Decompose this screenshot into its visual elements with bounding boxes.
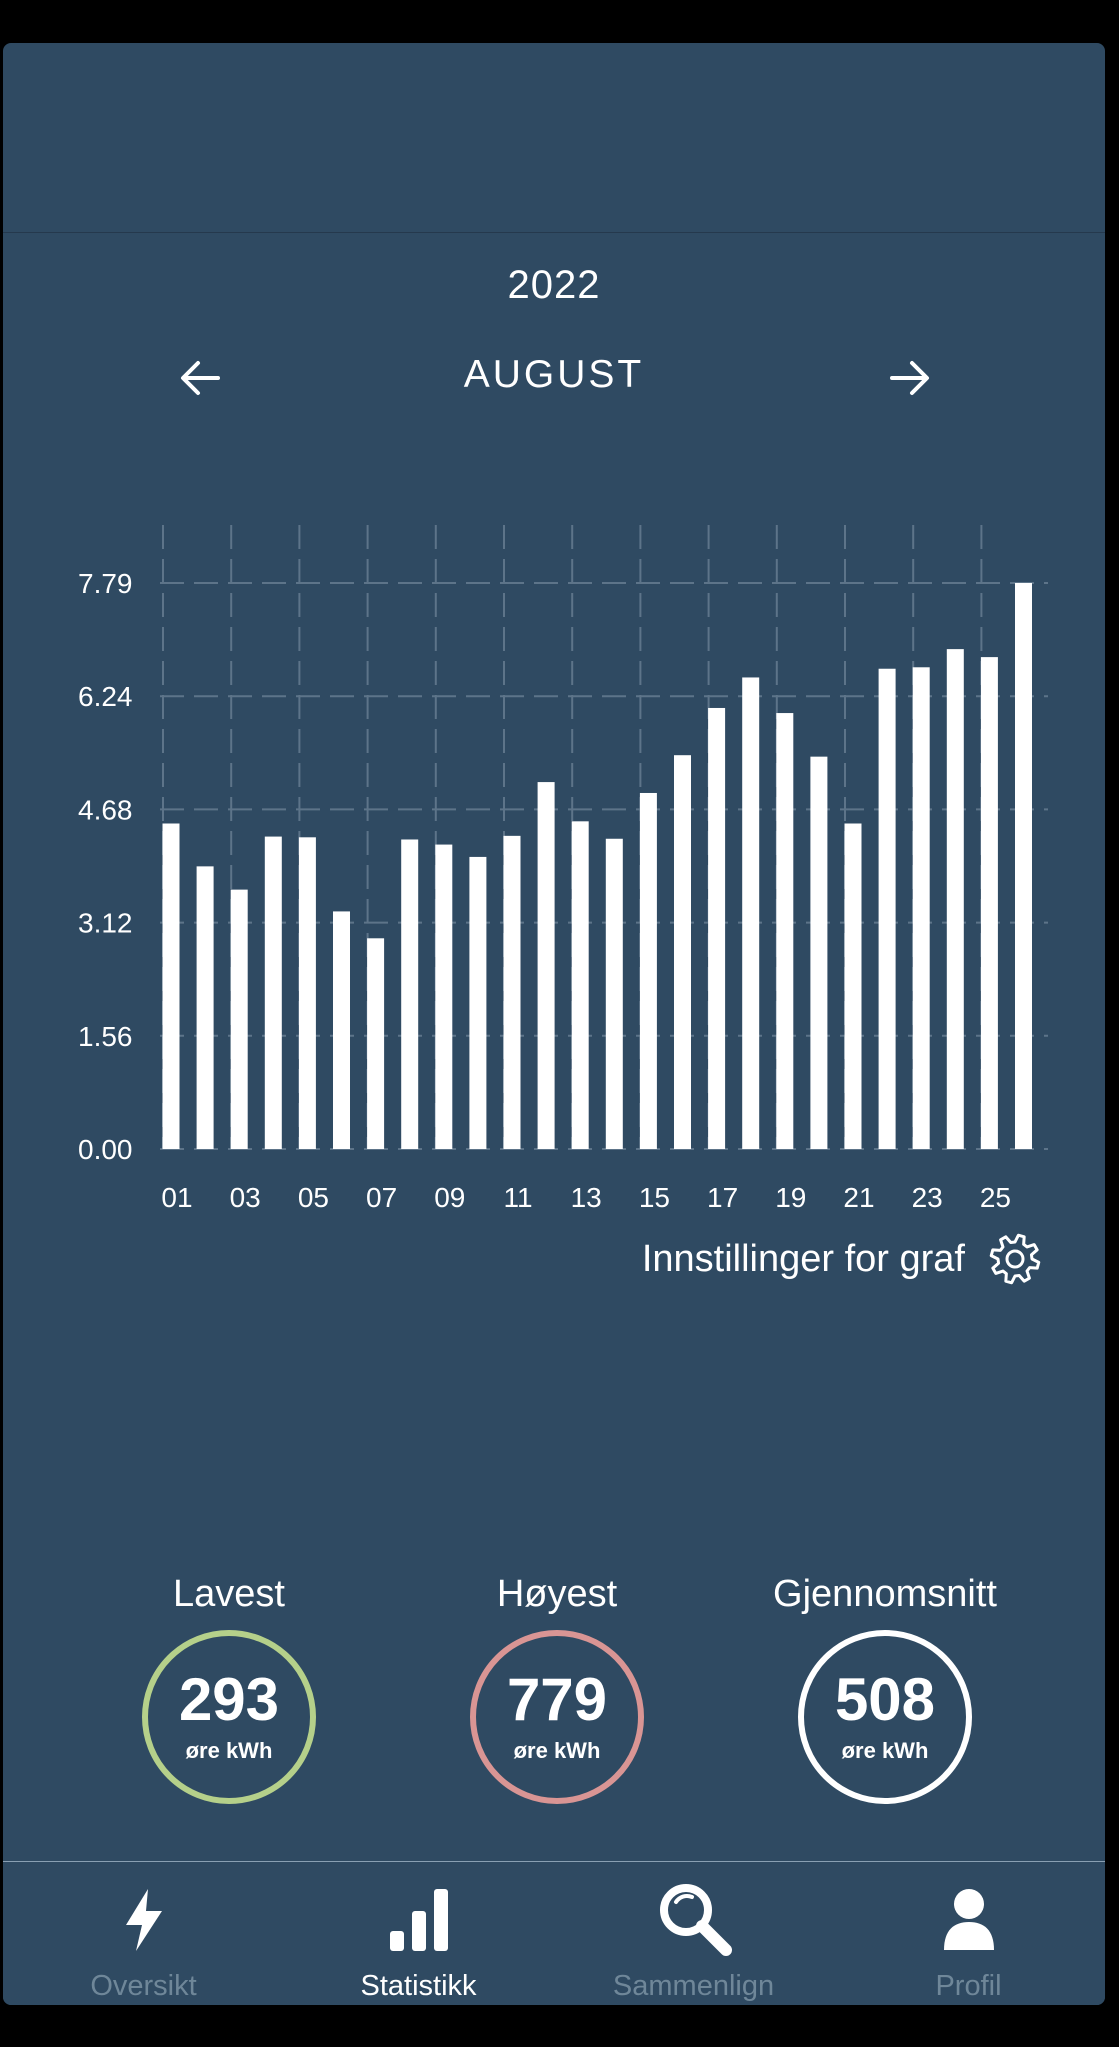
arrow-left-icon: [181, 361, 220, 395]
tab-profil-label: Profil: [935, 1970, 1002, 2002]
tab-profil[interactable]: Profil: [831, 1862, 1105, 2005]
graph-settings-button[interactable]: Innstillinger for graf: [642, 1231, 1043, 1287]
stat-average-label: Gjennomsnitt: [773, 1573, 997, 1615]
stat-average-ring: 508 øre kWh: [798, 1630, 972, 1804]
bar-12: [537, 782, 555, 1149]
tab-statistikk[interactable]: Statistikk: [281, 1862, 556, 2005]
bar-05: [298, 837, 316, 1149]
bar-22: [878, 668, 896, 1149]
stat-highest-ring: 779 øre kWh: [470, 1630, 644, 1804]
x-tick-label: 09: [434, 1182, 465, 1213]
bar-20: [810, 756, 828, 1149]
y-tick-label: 0.00: [78, 1134, 133, 1165]
bar-08: [401, 839, 419, 1149]
tab-oversikt[interactable]: Oversikt: [6, 1862, 281, 2005]
x-tick-label: 11: [503, 1182, 532, 1213]
bar-19: [776, 713, 794, 1149]
bar-16: [674, 755, 691, 1149]
y-tick-label: 3.12: [78, 908, 133, 939]
tab-bar: Oversikt Statistikk Sammenlign: [3, 1861, 1105, 2005]
stat-lowest-label: Lavest: [173, 1573, 285, 1615]
bar-03: [230, 889, 248, 1149]
bar-09: [435, 844, 453, 1149]
x-tick-label: 21: [843, 1182, 874, 1213]
bar-23: [912, 667, 930, 1149]
x-tick-label: 25: [980, 1182, 1011, 1213]
bar-14: [605, 838, 623, 1149]
stat-average-unit: øre kWh: [841, 1738, 929, 1763]
bar-07: [367, 938, 385, 1149]
stat-lowest-value: 293: [178, 1666, 280, 1733]
bar-25: [980, 657, 998, 1149]
app-screen: 2022 AUGUST 0.00 1.56 3.12 4.68 6.24 7.79 01 0…: [3, 43, 1105, 2005]
bar-01: [162, 823, 180, 1149]
x-tick-label: 15: [639, 1182, 670, 1213]
bar-02: [196, 866, 214, 1149]
stat-highest-label: Høyest: [496, 1573, 618, 1615]
bar-06: [333, 911, 350, 1149]
user-icon: [943, 1889, 994, 1950]
bar-24: [946, 649, 964, 1149]
x-tick-label: 19: [775, 1182, 806, 1213]
y-tick-label: 7.79: [78, 568, 133, 599]
arrow-right-icon: [890, 361, 929, 395]
tab-sammenlign[interactable]: Sammenlign: [556, 1862, 831, 2005]
x-tick-label: 01: [161, 1182, 192, 1213]
bar-21: [844, 823, 862, 1149]
month-label: AUGUST: [463, 353, 645, 396]
x-tick-label: 07: [366, 1182, 397, 1213]
bar-10: [469, 856, 487, 1149]
stat-lowest: Lavest 293 øre kWh: [64, 1573, 394, 1804]
search-icon: [659, 1884, 732, 1956]
y-tick-label: 1.56: [78, 1021, 133, 1052]
x-tick-label: 03: [230, 1182, 261, 1213]
x-tick-label: 05: [298, 1182, 329, 1213]
bar-chart-icon: [389, 1889, 448, 1951]
stat-highest-value: 779: [506, 1666, 608, 1733]
price-stats: Lavest 293 øre kWh Høyest 779 øre kWh Gj…: [3, 1573, 1105, 1833]
bar-26: [1015, 583, 1032, 1149]
stat-lowest-ring: 293 øre kWh: [142, 1630, 316, 1804]
stat-lowest-unit: øre kWh: [185, 1738, 273, 1763]
bar-04: [264, 836, 282, 1149]
bar-18: [742, 677, 760, 1149]
tab-oversikt-label: Oversikt: [90, 1970, 197, 2002]
bar-15: [639, 792, 657, 1149]
year-label: 2022: [507, 263, 601, 307]
bar-13: [571, 821, 589, 1149]
bolt-icon: [125, 1889, 162, 1951]
stat-highest-unit: øre kWh: [513, 1738, 601, 1763]
x-tick-label: 13: [571, 1182, 602, 1213]
previous-month-button[interactable]: [165, 343, 235, 413]
tab-sammenlign-label: Sammenlign: [612, 1970, 775, 2002]
x-tick-label: 23: [912, 1182, 943, 1213]
y-tick-label: 6.24: [78, 681, 133, 712]
gear-icon: [989, 1233, 1041, 1285]
x-tick-label: 17: [707, 1182, 738, 1213]
bar-17: [708, 707, 726, 1149]
stat-highest: Høyest 779 øre kWh: [392, 1573, 722, 1804]
price-bar-chart: 0.00 1.56 3.12 4.68 6.24 7.79 01 03 05 07 09 11 13 1…: [78, 525, 1048, 1213]
header-divider: [3, 232, 1105, 233]
bar-11: [503, 835, 521, 1149]
tab-statistikk-label: Statistikk: [360, 1970, 477, 2002]
y-tick-label: 4.68: [78, 794, 133, 825]
stat-average-value: 508: [834, 1666, 936, 1733]
next-month-button[interactable]: [875, 343, 945, 413]
graph-settings-label: Innstillinger for graf: [641, 1237, 965, 1280]
stat-average: Gjennomsnitt 508 øre kWh: [720, 1573, 1050, 1804]
